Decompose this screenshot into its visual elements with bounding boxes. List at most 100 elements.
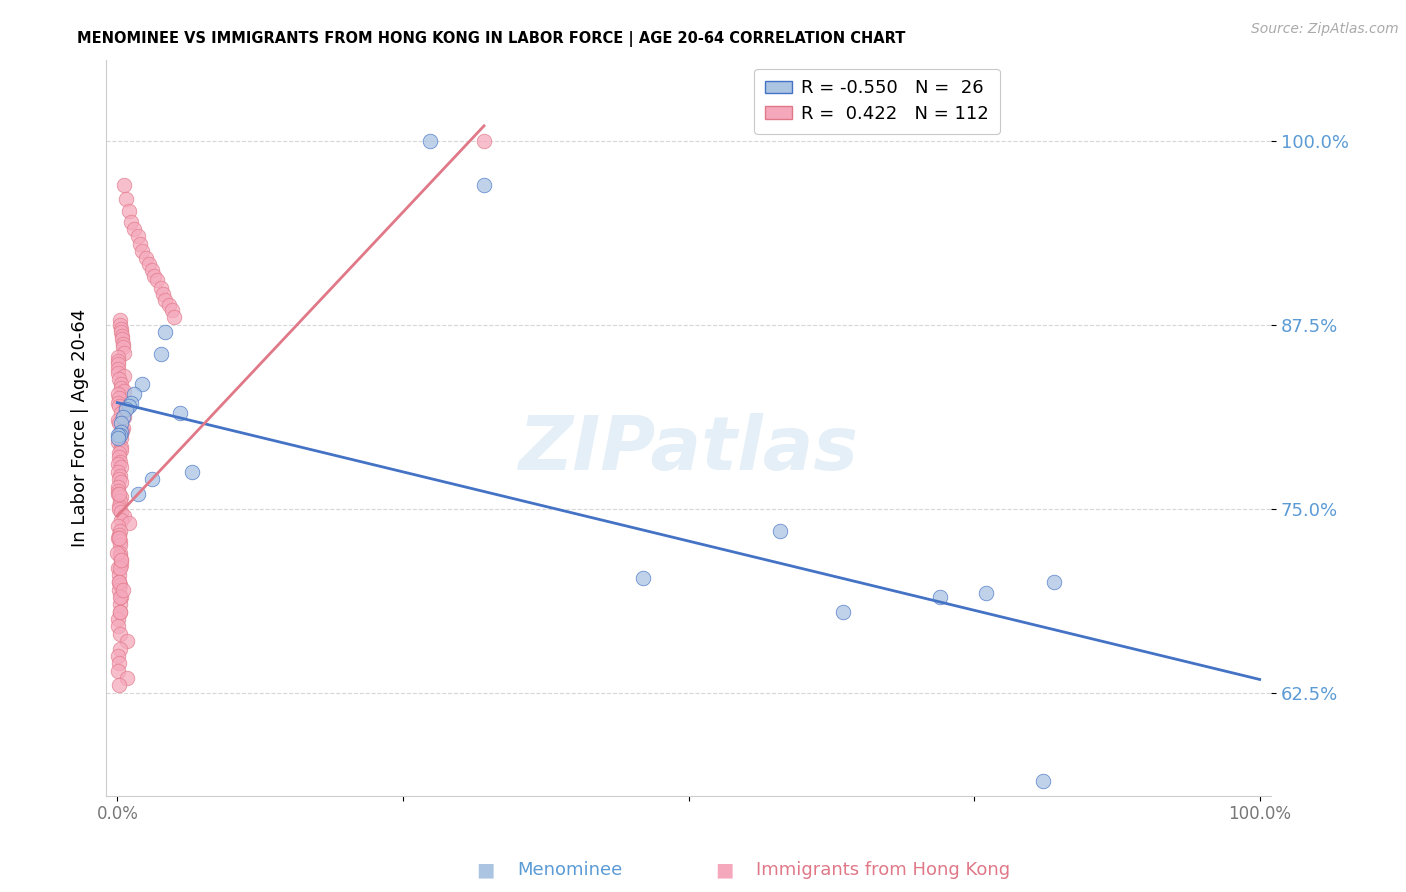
Point bbox=[105, 546, 128, 560]
Point bbox=[111, 332, 134, 346]
Point bbox=[108, 549, 131, 563]
Point bbox=[107, 472, 129, 486]
Text: Menominee: Menominee bbox=[517, 861, 623, 879]
Point bbox=[108, 534, 131, 549]
Point bbox=[110, 505, 132, 519]
Point bbox=[107, 560, 129, 574]
Point bbox=[107, 386, 129, 401]
Point bbox=[155, 293, 177, 307]
Point bbox=[108, 446, 131, 460]
Point bbox=[110, 494, 132, 508]
Point bbox=[112, 369, 135, 384]
Point bbox=[769, 524, 792, 538]
Point bbox=[146, 273, 169, 287]
Point bbox=[107, 366, 129, 380]
Point bbox=[107, 395, 129, 409]
Point bbox=[110, 546, 132, 560]
Point bbox=[108, 454, 131, 468]
Point bbox=[108, 627, 131, 641]
Point bbox=[110, 417, 132, 431]
Point bbox=[142, 268, 165, 283]
Point bbox=[472, 178, 495, 192]
Point bbox=[120, 395, 142, 409]
Point bbox=[107, 413, 129, 427]
Point bbox=[110, 553, 132, 567]
Point bbox=[112, 410, 135, 425]
Text: ZIPatlas: ZIPatlas bbox=[519, 413, 859, 486]
Point bbox=[115, 193, 138, 207]
Point bbox=[108, 575, 131, 590]
Point bbox=[110, 460, 132, 475]
Point bbox=[135, 252, 157, 266]
Text: ■: ■ bbox=[475, 860, 495, 880]
Legend: R = -0.550   N =  26, R =  0.422   N = 112: R = -0.550 N = 26, R = 0.422 N = 112 bbox=[755, 69, 1000, 134]
Point bbox=[108, 539, 131, 553]
Point bbox=[124, 386, 146, 401]
Point bbox=[112, 345, 135, 359]
Point bbox=[108, 560, 131, 574]
Point bbox=[110, 475, 132, 490]
Point bbox=[108, 605, 131, 619]
Point bbox=[110, 558, 132, 572]
Point bbox=[131, 376, 153, 391]
Text: Source: ZipAtlas.com: Source: ZipAtlas.com bbox=[1251, 22, 1399, 37]
Point bbox=[108, 578, 131, 592]
Point bbox=[111, 424, 134, 438]
Point bbox=[108, 524, 131, 538]
Point bbox=[108, 428, 131, 442]
Point bbox=[157, 298, 180, 312]
Text: ■: ■ bbox=[714, 860, 734, 880]
Point bbox=[831, 605, 853, 619]
Point bbox=[108, 598, 131, 612]
Point bbox=[131, 244, 153, 258]
Point bbox=[108, 605, 131, 619]
Point bbox=[110, 381, 132, 395]
Point bbox=[180, 465, 202, 479]
Point bbox=[108, 582, 131, 597]
Point bbox=[115, 401, 138, 416]
Point bbox=[107, 619, 129, 633]
Point bbox=[107, 612, 129, 626]
Point bbox=[107, 648, 129, 663]
Point bbox=[110, 406, 132, 420]
Point bbox=[107, 435, 129, 450]
Point bbox=[107, 479, 129, 493]
Point bbox=[163, 310, 186, 325]
Point bbox=[149, 281, 172, 295]
Point bbox=[107, 487, 129, 501]
Point bbox=[110, 440, 132, 454]
Point bbox=[115, 671, 138, 685]
Point bbox=[107, 357, 129, 371]
Point bbox=[129, 236, 152, 251]
Point bbox=[107, 519, 129, 533]
Point bbox=[107, 664, 129, 678]
Point bbox=[108, 469, 131, 483]
Point bbox=[974, 585, 997, 599]
Point bbox=[110, 325, 132, 339]
Point bbox=[107, 465, 129, 479]
Point bbox=[141, 472, 163, 486]
Point bbox=[111, 329, 134, 343]
Point bbox=[108, 528, 131, 542]
Point bbox=[108, 450, 131, 464]
Point bbox=[108, 499, 131, 513]
Point bbox=[107, 354, 129, 368]
Point bbox=[118, 516, 141, 531]
Point bbox=[110, 442, 132, 457]
Point bbox=[108, 399, 131, 413]
Point bbox=[110, 322, 132, 336]
Point bbox=[107, 391, 129, 405]
Point bbox=[107, 487, 129, 501]
Point bbox=[118, 204, 141, 219]
Point bbox=[108, 590, 131, 604]
Point bbox=[108, 501, 131, 516]
Point bbox=[160, 302, 183, 317]
Point bbox=[108, 678, 131, 692]
Point bbox=[110, 425, 132, 439]
Point bbox=[110, 590, 132, 604]
Point bbox=[472, 134, 495, 148]
Point bbox=[107, 531, 129, 545]
Point bbox=[127, 487, 149, 501]
Point bbox=[108, 531, 131, 545]
Point bbox=[419, 134, 441, 148]
